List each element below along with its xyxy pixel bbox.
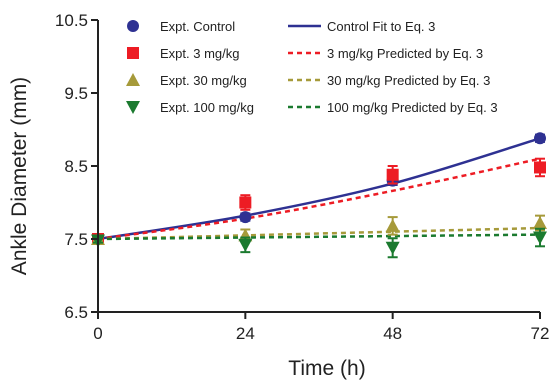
- legend-item-100-mg-kg-predicted-by-eq-3: 100 mg/kg Predicted by Eq. 3: [288, 100, 498, 115]
- legend-item-expt-3-mg-kg: Expt. 3 mg/kg: [127, 46, 239, 61]
- x-tick-label: 0: [93, 324, 102, 343]
- fit-line-100-mg-kg-predicted-by-eq-3: [97, 233, 541, 241]
- fit-line-control-fit-to-eq-3: [97, 137, 541, 241]
- y-tick-label: 7.5: [64, 230, 88, 249]
- series-expt-control: [92, 132, 546, 245]
- data-point: [534, 161, 546, 174]
- legend-label: 3 mg/kg Predicted by Eq. 3: [327, 46, 483, 61]
- legend-label: Expt. Control: [160, 19, 235, 34]
- data-point: [238, 238, 253, 252]
- data-point: [534, 132, 546, 145]
- legend-label: 30 mg/kg Predicted by Eq. 3: [327, 73, 490, 88]
- x-tick-label: 24: [236, 324, 255, 343]
- x-tick-label: 72: [531, 324, 550, 343]
- y-axis-title: Ankle Diameter (mm): [8, 77, 31, 275]
- data-point: [533, 231, 547, 245]
- axes: [97, 20, 540, 313]
- legend-label: Expt. 30 mg/kg: [160, 73, 247, 88]
- legend: Expt. Control Expt. 3 mg/kg Expt. 30 mg/kg…: [126, 19, 498, 115]
- ticks: 6.5 7.5 8.5 9.5 10.5 0 24 48 72: [55, 11, 550, 343]
- data-point: [239, 196, 252, 209]
- legend-item-expt-100-mg-kg: Expt. 100 mg/kg: [126, 100, 254, 115]
- data-points: [91, 132, 547, 259]
- fit-lines: [97, 137, 541, 241]
- legend-marker: [127, 20, 139, 32]
- legend-label: 100 mg/kg Predicted by Eq. 3: [327, 100, 498, 115]
- legend-item-30-mg-kg-predicted-by-eq-3: 30 mg/kg Predicted by Eq. 3: [288, 73, 490, 88]
- legend-label: Expt. 3 mg/kg: [160, 46, 239, 61]
- x-tick-label: 48: [383, 324, 402, 343]
- x-axis-title: Time (h): [288, 357, 365, 380]
- legend-label: Control Fit to Eq. 3: [327, 19, 435, 34]
- y-tick-label: 8.5: [64, 157, 88, 176]
- legend-marker: [126, 73, 140, 86]
- series-expt-100-mg-kg: [91, 227, 547, 259]
- legend-item-expt-30-mg-kg: Expt. 30 mg/kg: [126, 73, 247, 88]
- data-point: [239, 211, 252, 224]
- y-tick-label: 6.5: [64, 303, 88, 322]
- legend-item-expt-control: Expt. Control: [127, 19, 235, 34]
- y-tick-label: 10.5: [55, 11, 88, 30]
- legend-item-control-fit-to-eq-3: Control Fit to Eq. 3: [288, 19, 435, 34]
- legend-marker: [126, 101, 140, 114]
- legend-item-3-mg-kg-predicted-by-eq-3: 3 mg/kg Predicted by Eq. 3: [288, 46, 483, 61]
- legend-marker: [127, 47, 139, 59]
- fit-line-3-mg-kg-predicted-by-eq-3: [97, 157, 541, 241]
- data-point: [386, 168, 399, 181]
- y-tick-label: 9.5: [64, 84, 88, 103]
- data-point: [385, 218, 400, 232]
- legend-label: Expt. 100 mg/kg: [160, 100, 254, 115]
- data-point: [385, 241, 400, 255]
- data-point: [533, 215, 547, 229]
